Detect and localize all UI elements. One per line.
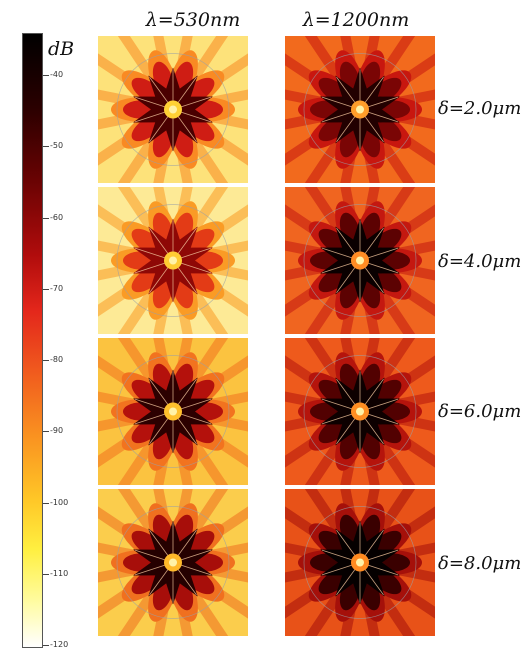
colorbar-tick-label: -50	[50, 141, 64, 151]
field-map-panel	[98, 338, 248, 485]
center-hotspot	[169, 105, 177, 114]
colorbar-tick-label: -40	[50, 70, 64, 79]
colorbar-tick	[43, 573, 49, 575]
structure-outline	[116, 355, 230, 468]
colorbar-tick	[43, 217, 49, 219]
column-header-530nm: λ=530nm	[145, 9, 241, 31]
field-map-panel	[98, 187, 248, 334]
structure-outline	[116, 506, 230, 619]
structure-outline	[303, 53, 417, 166]
colorbar-tick-label: -110	[50, 568, 69, 578]
colorbar-tick	[43, 502, 49, 504]
field-map-panel	[285, 489, 435, 636]
row-label-6um: δ=6.0μm	[438, 401, 522, 422]
center-hotspot	[356, 407, 364, 416]
column-header-1200nm: λ=1200nm	[302, 9, 410, 31]
row-label-8um: δ=8.0μm	[438, 553, 522, 574]
structure-outline	[303, 355, 417, 468]
structure-outline	[303, 204, 417, 317]
colorbar-tick	[43, 146, 49, 148]
colorbar-tick-label: -120	[50, 640, 69, 649]
field-map-panel	[98, 489, 248, 636]
colorbar-tick-label: -80	[50, 355, 64, 364]
colorbar-tick	[43, 75, 49, 76]
field-map-panel	[98, 36, 248, 183]
structure-outline	[116, 53, 230, 166]
colorbar-tick-label: -70	[50, 283, 64, 293]
colorbar-unit-label: dB	[48, 38, 75, 60]
colorbar-tick-label: -100	[50, 497, 69, 507]
center-hotspot	[169, 407, 177, 416]
colorbar-tick	[43, 431, 49, 433]
structure-outline	[116, 204, 230, 317]
center-hotspot	[356, 558, 364, 567]
center-hotspot	[169, 558, 177, 567]
colorbar	[22, 33, 43, 648]
center-hotspot	[356, 256, 364, 265]
row-label-2um: δ=2.0μm	[438, 98, 522, 119]
row-label-4um: δ=4.0μm	[438, 251, 522, 272]
colorbar-tick	[43, 360, 49, 361]
structure-outline	[303, 506, 417, 619]
center-hotspot	[356, 105, 364, 114]
field-map-panel	[285, 187, 435, 334]
center-hotspot	[169, 256, 177, 265]
colorbar-tick	[43, 288, 49, 290]
colorbar-tick-label: -90	[50, 426, 64, 436]
colorbar-tick	[43, 645, 49, 646]
field-map-panel	[285, 36, 435, 183]
colorbar-tick-label: -60	[50, 212, 64, 222]
field-map-panel	[285, 338, 435, 485]
